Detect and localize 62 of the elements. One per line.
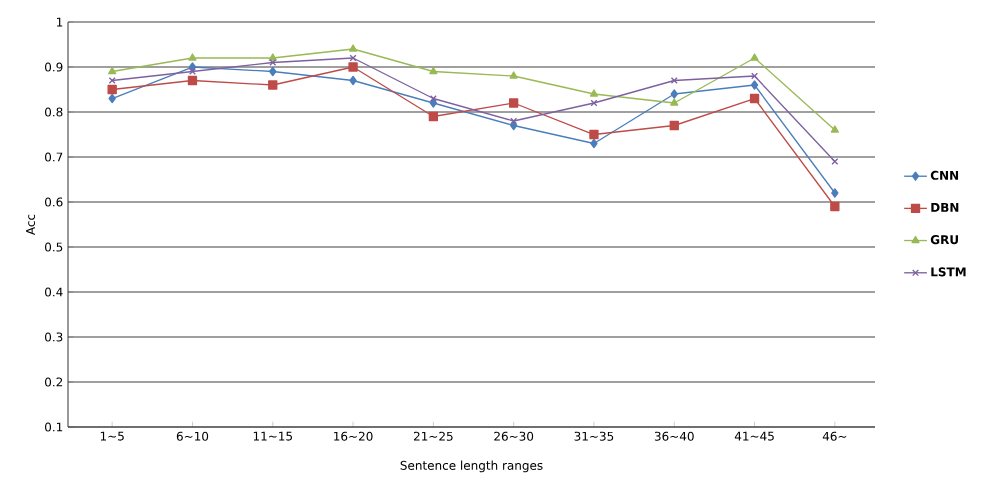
y-tick-label: 0.8 [45, 107, 63, 117]
x-tick-label: 41~45 [734, 431, 774, 441]
x-tick-label: 46~ [822, 431, 847, 441]
point [188, 53, 197, 61]
legend-label: LSTM [931, 267, 966, 277]
point [188, 62, 197, 72]
point [831, 188, 839, 198]
point [349, 54, 357, 62]
y-tick-label: 0.2 [45, 377, 63, 387]
point [749, 93, 760, 104]
y-tick-label: 0.5 [45, 242, 63, 252]
legend-label: GRU [930, 235, 958, 245]
legend-label: DBN [931, 203, 959, 212]
point [669, 120, 679, 131]
point [108, 66, 117, 75]
point [508, 98, 519, 108]
x-tick-label: 26~30 [494, 431, 534, 441]
x-tick-label: 21~25 [413, 431, 453, 441]
point [108, 77, 116, 85]
x-tick-label: 36~40 [654, 431, 694, 441]
y-tick-label: 0.7 [45, 152, 63, 162]
point [429, 66, 438, 75]
y-tick-label: 0.4 [45, 287, 63, 297]
y-tick-label: 0.1 [45, 422, 63, 432]
point [510, 117, 518, 125]
point [348, 62, 358, 72]
y-tick-label: 0.9 [45, 62, 63, 72]
point [268, 53, 277, 61]
point [107, 84, 117, 95]
point [830, 201, 840, 212]
point [108, 93, 116, 104]
point [348, 44, 358, 52]
y-axis-title: Acc [26, 214, 36, 236]
point [349, 75, 357, 86]
point [751, 72, 759, 80]
x-tick-label: 1~5 [100, 431, 124, 441]
point [590, 138, 598, 149]
x-axis-title: Sentence length ranges [400, 460, 543, 473]
x-tick-label: 31~35 [574, 431, 614, 441]
point [830, 125, 839, 133]
y-tick-label: 1 [56, 17, 63, 27]
point [187, 75, 198, 86]
point [750, 80, 759, 90]
y-tick-label: 0.6 [45, 197, 63, 207]
point [589, 89, 599, 97]
point [670, 98, 679, 106]
point [670, 89, 678, 99]
x-tick-label: 11~15 [253, 431, 293, 441]
point [670, 77, 678, 85]
point [269, 59, 277, 66]
point [429, 95, 437, 103]
point [750, 53, 759, 61]
point [509, 71, 518, 79]
point [268, 80, 278, 90]
point [831, 158, 839, 165]
point [589, 129, 599, 140]
x-tick-label: 6~10 [176, 431, 209, 441]
legend-label: CNN [930, 170, 959, 180]
y-tick-label: 0.3 [45, 332, 63, 342]
point [269, 66, 277, 77]
point [428, 111, 439, 122]
x-tick-label: 16~20 [334, 431, 373, 441]
